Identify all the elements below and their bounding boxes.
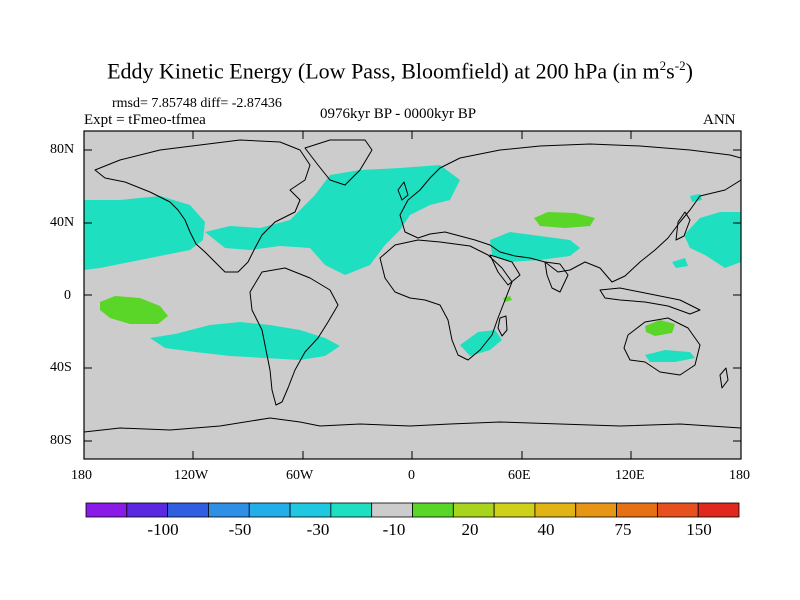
colorbar-swatch [452,502,495,518]
colorbar-swatch [534,502,577,518]
positive-region-central-asia [534,212,595,228]
coast-south-america [249,267,339,406]
colorbar-swatch [85,502,128,518]
negative-region-australia [645,350,695,362]
colorbar-swatch [656,502,699,518]
colorbar-swatch [208,502,250,518]
anomaly-shading [84,139,741,433]
lat-label-0: 0 [64,288,71,303]
negative-region-small-pacific [690,194,702,202]
colorbar-swatch [575,502,617,518]
colorbar-label: -30 [306,520,330,539]
colorbar-swatch [289,502,332,518]
coast-antarctica [84,417,741,433]
colorbar-swatch [248,502,291,518]
colorbar-swatch [616,502,658,518]
negative-region-small-east [672,258,688,268]
coast-india [544,261,569,293]
season-label: ANN [703,112,736,128]
coast-australia [623,317,701,376]
coastlines [84,139,741,433]
colorbar-swatch [493,502,536,518]
coast-japan [675,211,691,241]
lon-label-180-west: 180 [71,468,92,483]
negative-region-south-africa [460,330,502,356]
colorbar-swatch [412,502,454,518]
coast-africa [379,239,513,361]
coast-maritime-se-asia [599,287,701,315]
coast-eurasia [399,143,741,283]
colorbar-swatch [371,502,413,518]
lat-label-40s: 40S [50,360,72,375]
colorbar-swatch [330,502,373,518]
colorbar-label: -100 [147,520,179,539]
lon-label-60e: 60E [508,468,531,483]
positive-region-australia [645,320,675,336]
colorbar-label: 75 [614,520,632,539]
colorbar-swatch [697,502,740,518]
coast-greenland [304,139,373,186]
lon-label-60w: 60W [286,468,314,483]
colorbar-label: 20 [461,520,479,539]
coast-madagascar [497,315,508,337]
colorbar-label: 150 [686,520,712,539]
colorbar-label: -50 [228,520,252,539]
colorbar-label: -10 [382,520,406,539]
negative-region-west-pacific [684,212,741,268]
negative-region-asia-jet [490,232,580,262]
lon-label-0: 0 [408,468,415,483]
lat-label-80n: 80N [50,142,75,157]
lon-label-120e: 120E [615,468,645,483]
lon-label-120w: 120W [174,468,209,483]
experiment-label: Expt = tFmeo-tfmea [84,112,206,128]
stats-text: rmsd= 7.85748 diff= -2.87436 [112,96,282,111]
lat-label-80s: 80S [50,433,72,448]
colorbar-label: 40 [537,520,555,539]
lon-ticks [192,131,632,459]
negative-region-north-pacific [84,196,205,270]
coast-north-america [94,139,311,273]
negative-region-north-atlantic [205,165,460,275]
lat-label-40n: 40N [50,215,75,230]
coast-new-zealand [719,367,729,389]
positive-region-tropical-pacific [100,296,168,324]
coast-uk [397,181,409,201]
colorbar-swatch [126,502,169,518]
coast-arabia [489,254,521,286]
period-label: 0976kyr BP - 0000kyr BP [320,106,477,122]
colorbar-swatch [167,502,209,518]
lon-label-180-east: 180 [729,468,750,483]
lat-ticks [84,149,741,442]
colorbar [85,502,740,518]
chart-title: Eddy Kinetic Energy (Low Pass, Bloomfiel… [107,58,693,84]
negative-region-south-pacific [150,322,340,360]
